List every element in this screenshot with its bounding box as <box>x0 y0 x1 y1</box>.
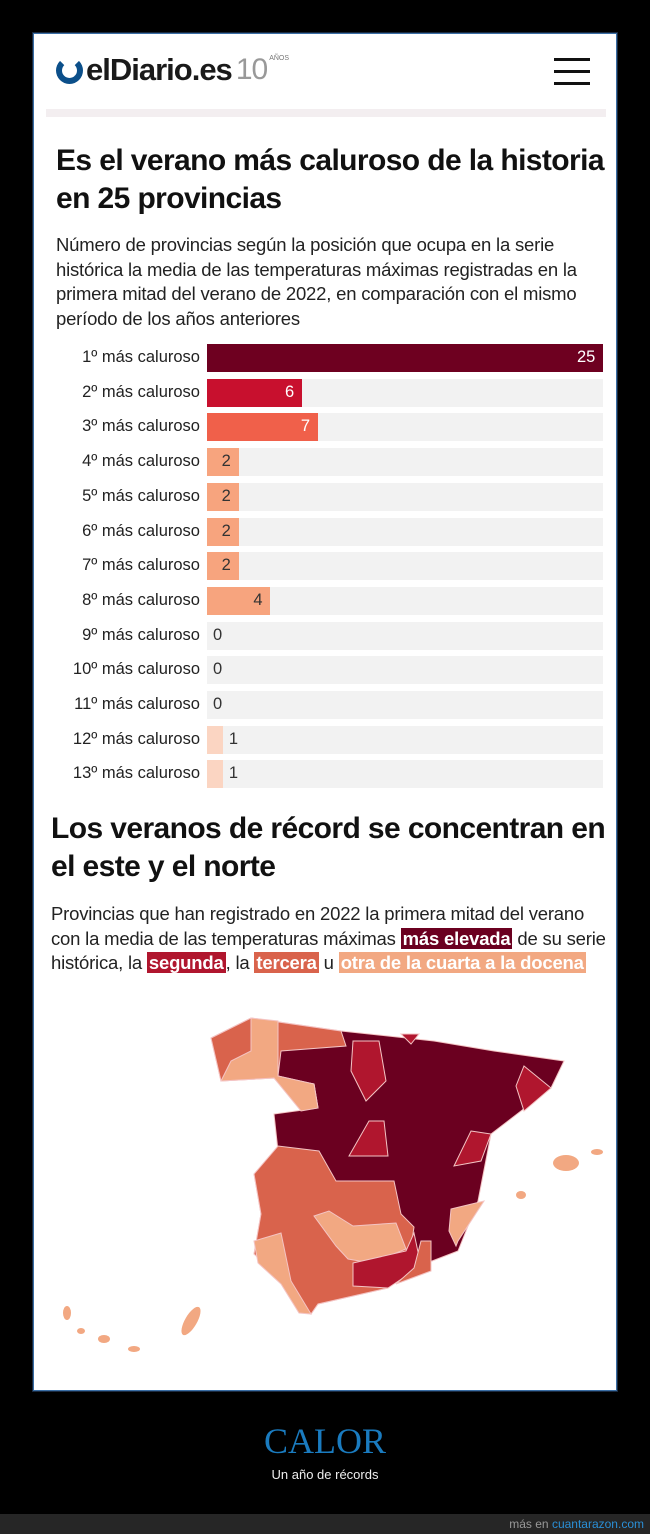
bar <box>207 448 239 477</box>
map-region-second <box>453 1130 492 1167</box>
bar-row: 1º más caluroso 25 <box>34 344 616 372</box>
map-region-third <box>210 1017 347 1109</box>
bar <box>207 482 239 511</box>
bar-label: 5º más caluroso <box>82 486 200 505</box>
map-region-second <box>348 1120 389 1157</box>
legend-first: más elevada <box>400 927 513 949</box>
bar-label: 12º más caluroso <box>72 729 200 748</box>
bar-label: 11º más caluroso <box>74 695 200 713</box>
badge-number: 10 <box>235 53 268 86</box>
article-body: Es el verano más caluroso de la historia… <box>34 142 616 976</box>
map-region-second <box>350 1040 387 1102</box>
bar-track: 25 <box>207 344 603 372</box>
bar-track: 4 <box>207 586 603 615</box>
bar-value: 2 <box>221 521 231 540</box>
bar-row: 3º más caluroso 7 <box>34 413 616 442</box>
bar-track: 6 <box>207 378 603 407</box>
bar-row: 12º más caluroso 1 <box>34 725 616 754</box>
map-legend-text: Provincias que han registrado en 2022 la… <box>51 903 606 973</box>
chart-title: Es el verano más caluroso de la historia… <box>56 144 605 215</box>
map-region-other <box>220 1017 319 1112</box>
post-tagline: Un año de récords <box>271 1467 379 1482</box>
bar-row: 2º más caluroso 6 <box>34 378 616 407</box>
map-title: Los veranos de récord se concentran en e… <box>51 812 606 883</box>
bar-label: 6º más caluroso <box>82 521 200 540</box>
legend-third: tercera <box>254 952 319 973</box>
bar-chart: 1º más caluroso 25 2º más caluroso 6 3º más … <box>34 344 616 795</box>
bar-label: 7º más caluroso <box>82 556 200 575</box>
map-region-second <box>352 1231 422 1289</box>
bar <box>207 760 223 789</box>
chart-subtitle: Número de provincias según la posición q… <box>56 234 577 329</box>
bar <box>207 552 239 581</box>
bar-label: 13º más caluroso <box>72 764 200 783</box>
bar-label: 10º más caluroso <box>72 660 200 679</box>
badge-text: AÑOS <box>269 55 290 62</box>
bar <box>207 725 223 754</box>
legend-other: otra de la cuarta a la docena <box>338 952 586 973</box>
bar-label: 1º más caluroso <box>82 348 200 366</box>
bar-row: 6º más caluroso 2 <box>34 517 616 546</box>
bar-track: 1 <box>207 760 603 789</box>
bar-track: 0 <box>207 656 603 685</box>
bar-value: 2 <box>221 486 231 505</box>
bar-value: 1 <box>228 729 239 748</box>
legend-second: segunda <box>146 952 226 973</box>
site-link[interactable]: cuantarazon.com <box>551 1517 644 1531</box>
bar-value: 2 <box>221 556 231 575</box>
bar-value: 25 <box>577 348 596 366</box>
bar-label: 3º más caluroso <box>82 417 200 436</box>
bar-label: 4º más caluroso <box>82 452 200 471</box>
bar-value: 0 <box>213 660 223 679</box>
map-region-second <box>515 1065 552 1112</box>
bar-track: 7 <box>207 413 603 442</box>
bar-value: 0 <box>213 695 223 713</box>
bar-row: 8º más caluroso 4 <box>34 586 616 615</box>
map-region-first <box>210 1017 565 1315</box>
bar-row: 13º más caluroso 1 <box>34 760 616 789</box>
bar-value: 0 <box>213 625 223 644</box>
anniversary-badge: 10 AÑOS <box>236 53 289 87</box>
map-region-other <box>253 1232 312 1315</box>
logo-circle-icon <box>56 56 83 84</box>
bar-track: 0 <box>207 691 603 719</box>
bar-row: 5º más caluroso 2 <box>34 482 616 511</box>
bar <box>207 586 271 615</box>
bar <box>207 413 318 442</box>
bar <box>207 378 303 407</box>
bar <box>207 517 239 546</box>
bar-row: 7º más caluroso 2 <box>34 552 616 581</box>
bar-track: 2 <box>207 517 603 546</box>
bar-track: 2 <box>207 448 603 477</box>
bar-value: 6 <box>285 382 295 401</box>
bar-track: 1 <box>207 725 603 754</box>
bar-value: 1 <box>228 764 239 783</box>
bar <box>207 344 603 372</box>
map-region-third <box>395 1240 432 1285</box>
hamburger-icon[interactable] <box>554 58 590 94</box>
bar-label: 8º más caluroso <box>82 590 200 609</box>
bar-row: 9º más caluroso 0 <box>34 621 616 650</box>
map-region-other <box>448 1200 486 1248</box>
bar-label: 2º más caluroso <box>82 382 200 401</box>
map-region-second <box>399 1033 421 1045</box>
bar-row: 11º más caluroso 0 <box>34 691 616 719</box>
article-frame: elDiario.es 10 AÑOS Es el verano más calu… <box>33 33 617 1391</box>
islands <box>63 1149 603 1352</box>
bar-value: 2 <box>221 452 231 471</box>
bar-row: 10º más caluroso 0 <box>34 656 616 685</box>
bar-row: 4º más caluroso 2 <box>34 448 616 477</box>
bar-track: 0 <box>207 621 603 650</box>
post-title: CALOR <box>263 1421 386 1461</box>
divider <box>46 109 606 117</box>
bar-value: 4 <box>253 590 263 609</box>
bar-track: 2 <box>207 482 603 511</box>
site-footer: más en cuantarazon.com <box>0 1514 650 1534</box>
logo[interactable]: elDiario.es 10 AÑOS <box>56 52 289 88</box>
bar-track: 2 <box>207 552 603 581</box>
bar-value: 7 <box>300 417 311 436</box>
map-region-other <box>313 1210 407 1264</box>
map-region-third <box>253 1145 415 1315</box>
bar-label: 9º más caluroso <box>82 625 200 644</box>
